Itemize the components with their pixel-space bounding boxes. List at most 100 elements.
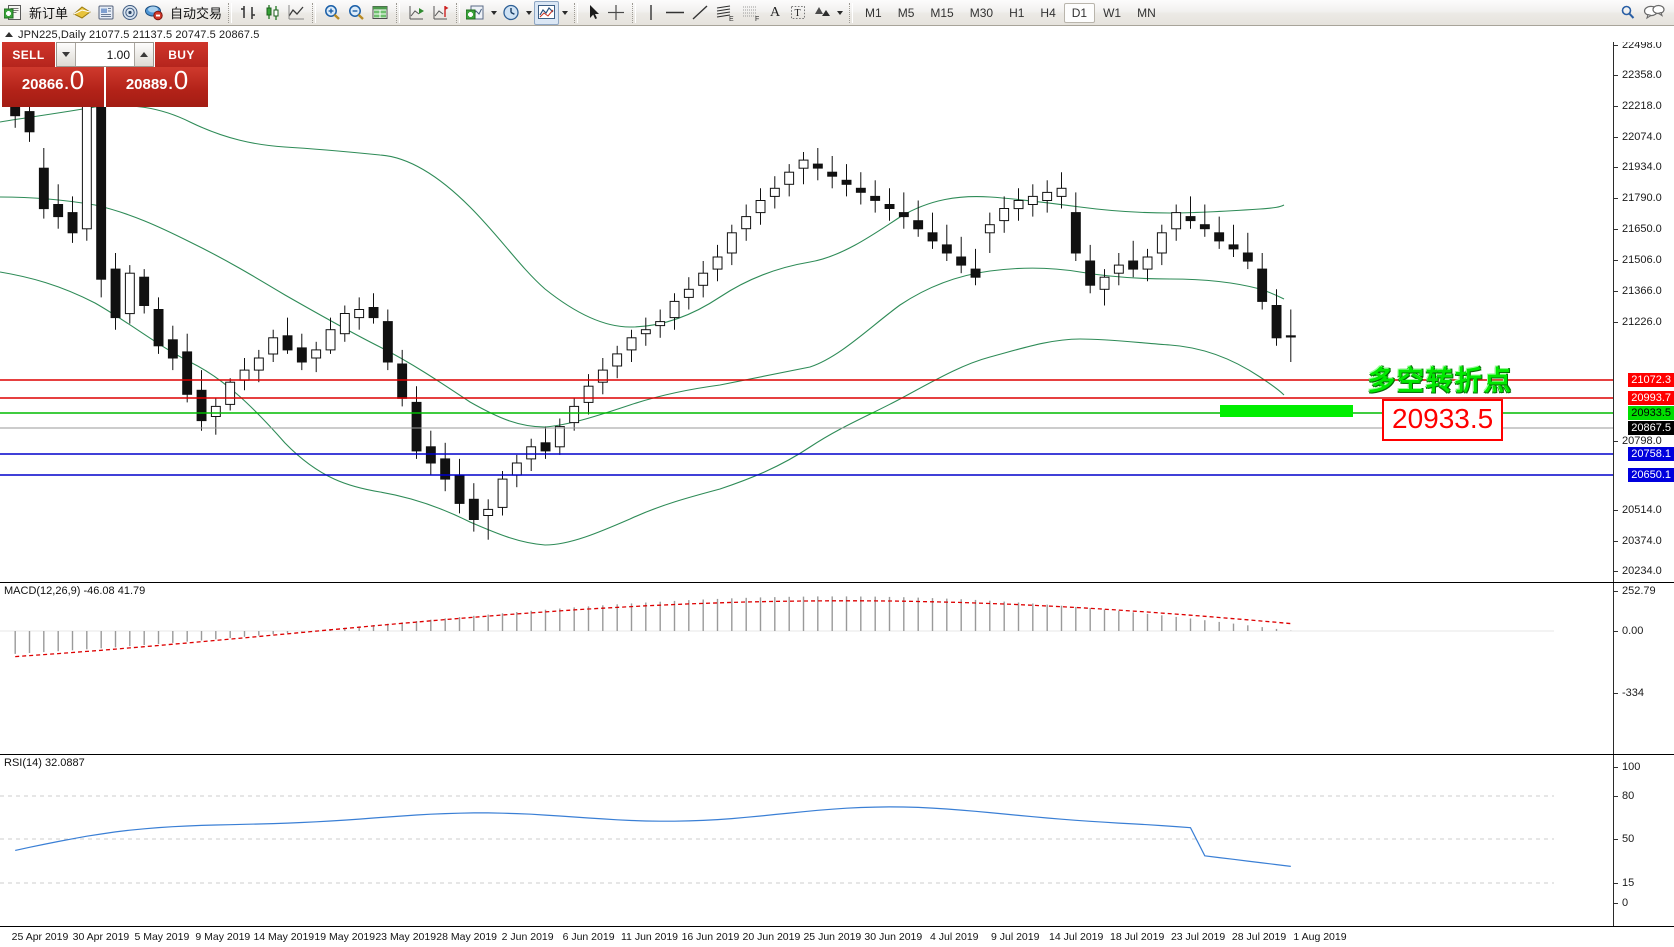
- shapes-chevron-down-icon[interactable]: [834, 2, 845, 24]
- svg-text:E: E: [729, 16, 734, 22]
- date-tick: 11 Jun 2019: [621, 931, 679, 943]
- rsi-axis[interactable]: 100 80 50 15 0: [1614, 755, 1674, 926]
- crosshair-icon[interactable]: [604, 1, 628, 25]
- rsi-pane[interactable]: RSI(14) 32.0887 100 80 50 15 0: [0, 754, 1674, 926]
- period-chevron-down-icon[interactable]: [523, 2, 534, 24]
- volume-stepper[interactable]: 1.00: [56, 42, 154, 67]
- tab-timeframe-w1[interactable]: W1: [1103, 5, 1122, 20]
- new-order-icon[interactable]: [2, 1, 25, 25]
- tab-timeframe-m15[interactable]: M15: [930, 5, 954, 20]
- date-tick: 14 Jul 2019: [1049, 931, 1104, 943]
- horizontal-line-icon[interactable]: [662, 1, 688, 25]
- tab-timeframe-m1[interactable]: M1: [865, 5, 882, 20]
- autotrading-label[interactable]: 自动交易: [166, 1, 224, 25]
- status-badge-level-20933[interactable]: 20933.5: [1628, 406, 1674, 420]
- fibo-f-icon[interactable]: F: [738, 1, 764, 25]
- price-tick: 21506.0: [1614, 254, 1674, 266]
- macd-axis[interactable]: 252.79 0.00 -334: [1614, 583, 1674, 754]
- collapse-triangle-icon[interactable]: [5, 32, 13, 37]
- sell-price-dot: .: [64, 76, 69, 93]
- rsi-tick: 0: [1614, 897, 1674, 909]
- macd-indicator-label: MACD(12,26,9) -46.08 41.79: [4, 585, 146, 597]
- indicators-chevron-down-icon[interactable]: [488, 2, 499, 24]
- volume-increment-button[interactable]: [134, 43, 153, 66]
- macd-axis-separator: [1613, 583, 1614, 754]
- shapes-icon[interactable]: [810, 1, 834, 25]
- new-order-label[interactable]: 新订单: [25, 1, 70, 25]
- macd-tick: -334: [1614, 687, 1674, 699]
- vertical-line-icon[interactable]: [640, 1, 662, 25]
- date-tick: 5 May 2019: [134, 931, 190, 943]
- toolbar-separator-3: [396, 2, 401, 23]
- buy-price-integer: 20889: [125, 76, 168, 93]
- tab-timeframe-h1[interactable]: H1: [1009, 5, 1025, 20]
- templates-icon[interactable]: [534, 0, 560, 25]
- shift-start-icon[interactable]: [404, 1, 428, 25]
- sell-price-decimal: 0: [69, 65, 85, 95]
- expert-advisor-icon[interactable]: [70, 1, 94, 25]
- date-tick: 2 Jun 2019: [501, 931, 554, 943]
- search-icon[interactable]: [1616, 1, 1640, 25]
- date-tick: 16 Jun 2019: [681, 931, 740, 943]
- toolbar-separator-2: [312, 2, 317, 23]
- status-badge-level-21072[interactable]: 21072.3: [1628, 373, 1674, 387]
- templates-chevron-down-icon[interactable]: [559, 2, 570, 24]
- volume-input[interactable]: 1.00: [76, 43, 134, 66]
- status-badge-level-20867[interactable]: 20867.5: [1628, 421, 1674, 435]
- text-icon[interactable]: A: [769, 4, 781, 20]
- news-icon[interactable]: [94, 1, 118, 25]
- signal-icon[interactable]: [118, 1, 142, 25]
- buy-button[interactable]: BUY: [154, 42, 208, 67]
- date-tick: 9 Jul 2019: [991, 931, 1040, 943]
- price-tick: 21790.0: [1614, 192, 1674, 204]
- status-badge-level-20993[interactable]: 20993.7: [1628, 391, 1674, 405]
- period-icon[interactable]: [499, 1, 523, 25]
- status-badge-level-20758[interactable]: 20758.1: [1628, 447, 1674, 461]
- buy-price[interactable]: 20889 . 0: [106, 67, 208, 107]
- tab-timeframe-h4[interactable]: H4: [1040, 5, 1056, 20]
- macd-pane[interactable]: MACD(12,26,9) -46.08 41.79 252.79 0.00 -…: [0, 582, 1674, 754]
- fibo-e-icon[interactable]: E: [712, 1, 738, 25]
- tab-timeframe-m5[interactable]: M5: [897, 5, 915, 20]
- text-label-icon[interactable]: T: [786, 1, 810, 25]
- toolbar-separator-6: [632, 2, 637, 23]
- autotrading-icon[interactable]: [142, 1, 166, 25]
- trendline-icon[interactable]: [688, 1, 712, 25]
- date-tick: 19 May 2019: [314, 931, 376, 943]
- tab-timeframe-d1[interactable]: D1: [1063, 2, 1096, 23]
- cursor-icon[interactable]: [582, 1, 604, 25]
- date-tick: 6 Jun 2019: [562, 931, 615, 943]
- bar-chart-icon[interactable]: [236, 1, 260, 25]
- date-tick: 20 Jun 2019: [742, 931, 801, 943]
- price-axis-separator: [1613, 27, 1614, 582]
- autotrading-text: 自动交易: [170, 6, 223, 21]
- price-tick: 22498.0: [1614, 39, 1674, 51]
- sell-price[interactable]: 20866 . 0: [2, 67, 106, 107]
- line-chart-icon[interactable]: [284, 1, 308, 25]
- chat-icon[interactable]: [1640, 1, 1668, 25]
- candlestick-chart-icon[interactable]: [260, 1, 284, 25]
- svg-text:T: T: [795, 8, 801, 19]
- one-click-trading-panel[interactable]: SELL 1.00 BUY 20866 . 0 20889 . 0: [2, 42, 208, 107]
- price-tick: 20798.0: [1614, 435, 1674, 447]
- shift-end-icon[interactable]: [428, 1, 452, 25]
- price-axis[interactable]: 22498.0 22358.0 22218.0 22074.0 21934.0 …: [1614, 27, 1674, 582]
- price-tick: 20374.0: [1614, 535, 1674, 547]
- svg-text:F: F: [755, 16, 759, 22]
- tab-timeframe-mn[interactable]: MN: [1137, 5, 1156, 20]
- symbol-header: JPN225,Daily 21077.5 21137.5 20747.5 208…: [0, 27, 1674, 42]
- rsi-tick: 80: [1614, 790, 1674, 802]
- toolbar-separator-7: [849, 2, 854, 23]
- price-chart-pane[interactable]: 多空转折点 20933.5 22498.0 22358.0 22218.0 22…: [0, 27, 1674, 582]
- sell-button[interactable]: SELL: [2, 42, 56, 67]
- volume-decrement-button[interactable]: [57, 43, 76, 66]
- tab-timeframe-m30[interactable]: M30: [969, 5, 994, 20]
- zoom-out-icon[interactable]: [344, 1, 368, 25]
- sell-price-integer: 20866: [21, 76, 64, 93]
- zoom-in-icon[interactable]: [320, 1, 344, 25]
- toolbar-separator-5: [574, 2, 579, 23]
- date-axis[interactable]: 25 Apr 2019 30 Apr 2019 5 May 2019 9 May 20…: [0, 926, 1674, 947]
- grid-icon[interactable]: [368, 1, 392, 25]
- indicators-icon[interactable]: [464, 1, 488, 25]
- status-badge-level-20650[interactable]: 20650.1: [1628, 468, 1674, 482]
